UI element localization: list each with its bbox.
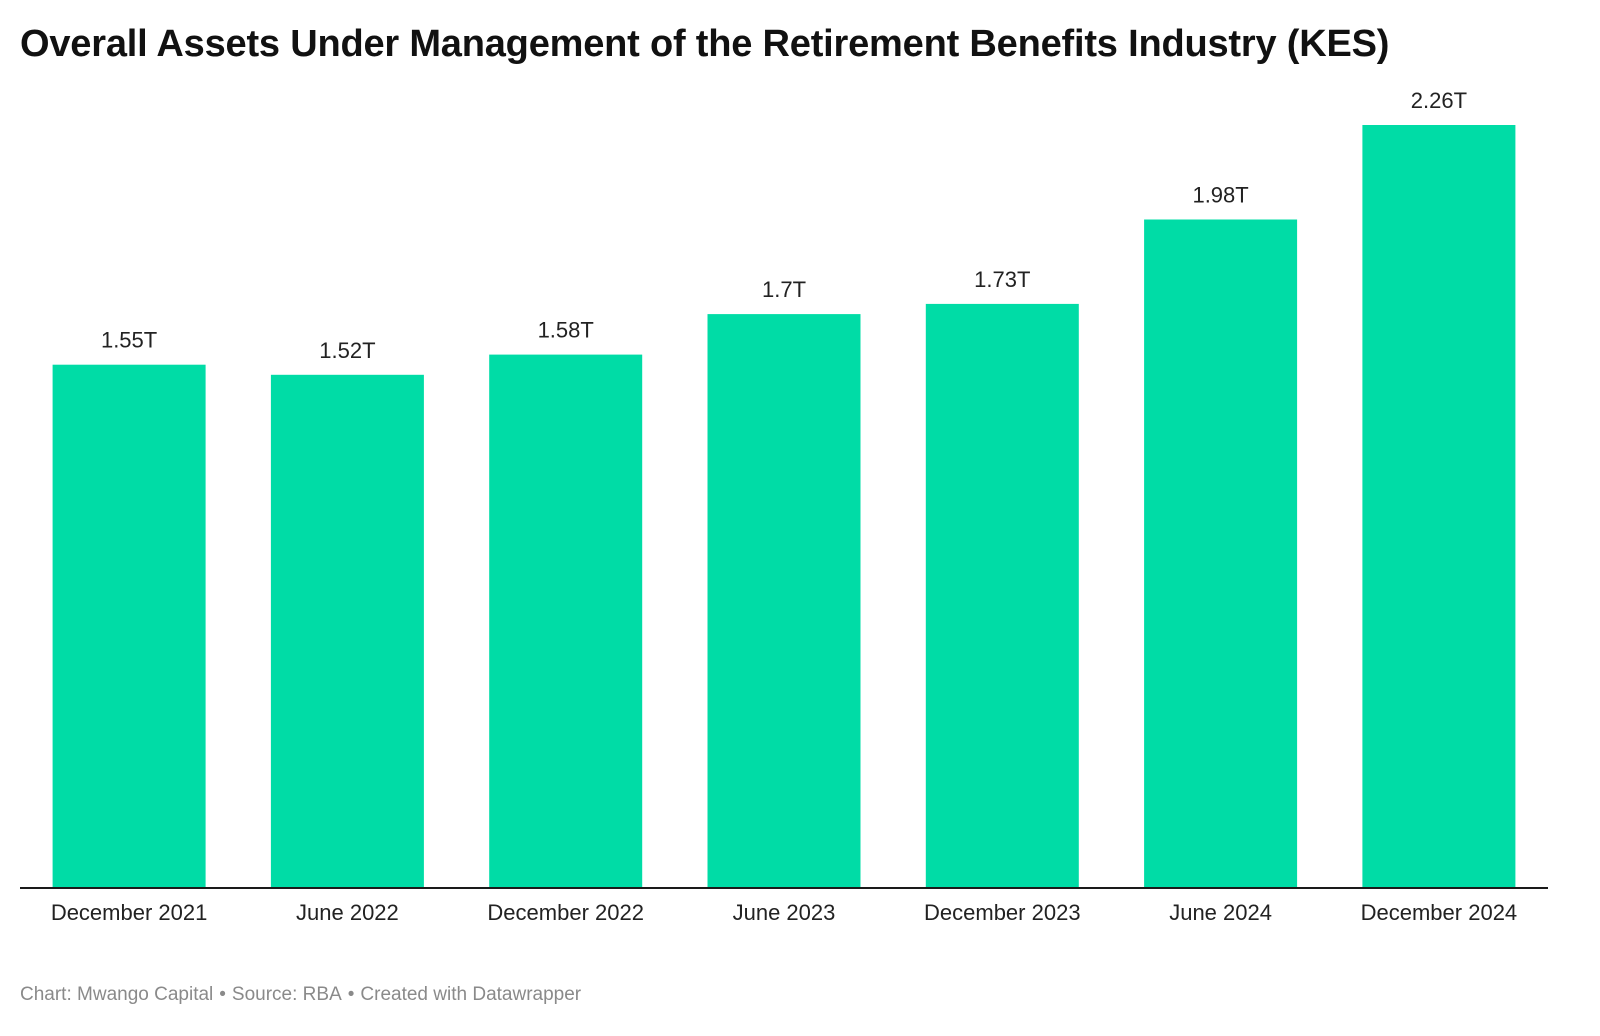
bar-value-label: 1.55T [101, 328, 157, 353]
footer-separator: • [347, 984, 355, 1005]
bar [270, 374, 424, 888]
value-labels-group: 1.55T 1.52T 1.58T 1.7T 1.73T 1.98T 2.26T [101, 88, 1467, 363]
x-tick-label: June 2024 [1169, 900, 1272, 925]
chart-credit: Chart: Mwango Capital [20, 984, 214, 1005]
footer-separator: • [219, 984, 226, 1005]
created-with: Created with Datawrapper [360, 984, 582, 1005]
bar-value-label: 2.26T [1411, 88, 1467, 113]
bars-group [52, 125, 1516, 889]
chart-footer: Chart: Mwango Capital • Source: RBA • Create… [20, 984, 581, 1006]
bar-value-label: 1.52T [319, 338, 375, 363]
x-tick-label: June 2022 [296, 900, 399, 925]
bar-value-label: 1.7T [762, 277, 806, 302]
bar [925, 303, 1079, 888]
bar-value-label: 1.98T [1192, 183, 1248, 208]
bar [489, 354, 643, 889]
bar [707, 314, 861, 889]
bar [1144, 219, 1298, 888]
bar [1362, 125, 1516, 888]
x-axis-tick-labels: December 2021 June 2022 December 2022 June … [51, 900, 1517, 925]
x-tick-label: December 2022 [487, 900, 644, 925]
x-tick-label: December 2024 [1361, 900, 1518, 925]
bar-value-label: 1.58T [538, 318, 594, 343]
bar-value-label: 1.73T [974, 267, 1030, 292]
bar [52, 364, 206, 888]
x-tick-label: December 2023 [924, 900, 1081, 925]
chart-source: Source: RBA [231, 984, 342, 1005]
x-tick-label: June 2023 [733, 900, 836, 925]
chart-title: Overall Assets Under Management of the R… [20, 23, 1390, 65]
x-tick-label: December 2021 [51, 900, 208, 925]
